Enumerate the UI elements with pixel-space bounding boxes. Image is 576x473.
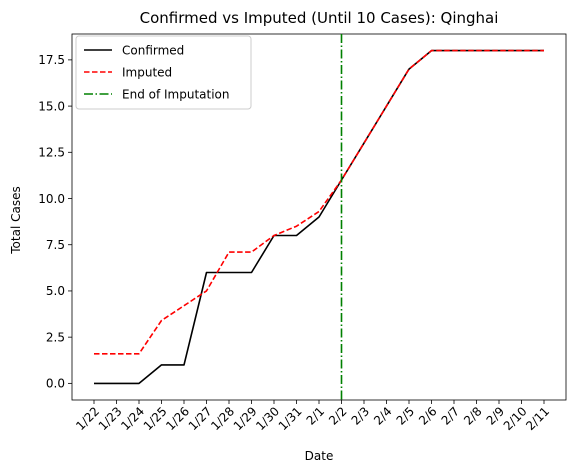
y-axis-label: Total Cases xyxy=(9,186,23,254)
legend-label-end-of-imputation: End of Imputation xyxy=(122,88,230,102)
y-tick-label: 17.5 xyxy=(38,53,65,67)
chart-title: Confirmed vs Imputed (Until 10 Cases): Q… xyxy=(140,9,499,27)
y-tick-label: 15.0 xyxy=(38,99,65,113)
y-tick-label: 2.5 xyxy=(46,330,65,344)
series-line-imputed xyxy=(94,49,544,355)
y-tick-label: 12.5 xyxy=(38,146,65,160)
legend-label-confirmed: Confirmed xyxy=(122,44,184,58)
y-tick-label: 7.5 xyxy=(46,238,65,252)
legend-box xyxy=(75,35,252,110)
y-tick-label: 0.0 xyxy=(46,377,65,391)
legend: Confirmed Imputed End of Imputation xyxy=(75,35,252,110)
legend-label-imputed: Imputed xyxy=(122,66,172,80)
y-tick-label: 5.0 xyxy=(46,284,65,298)
y-tick-label: 10.0 xyxy=(38,192,65,206)
x-axis-label: Date xyxy=(305,449,334,463)
